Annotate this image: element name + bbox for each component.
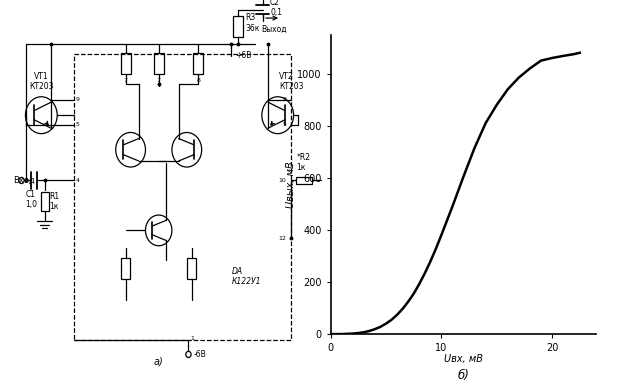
- Text: C2
0,1: C2 0,1: [270, 0, 282, 17]
- Text: 12: 12: [279, 235, 286, 241]
- Text: C1
1,0: C1 1,0: [25, 190, 36, 210]
- Bar: [121, 53, 130, 74]
- Text: 4: 4: [75, 178, 79, 183]
- Text: 9: 9: [75, 97, 79, 103]
- Text: R3
36к: R3 36к: [245, 13, 260, 33]
- Text: а): а): [154, 357, 164, 367]
- Text: VT2
КТ203: VT2 КТ203: [279, 71, 304, 91]
- Text: 8: 8: [197, 78, 200, 83]
- Bar: [296, 177, 313, 184]
- Text: VT1
КТ203: VT1 КТ203: [29, 71, 54, 91]
- Bar: [41, 192, 49, 211]
- Bar: [187, 258, 197, 280]
- Text: Выход: Выход: [261, 25, 287, 34]
- Bar: [121, 258, 130, 280]
- Text: -6В: -6В: [193, 350, 206, 359]
- Text: 5: 5: [75, 122, 79, 127]
- Bar: [154, 53, 164, 74]
- Bar: [233, 16, 243, 38]
- Text: 1: 1: [190, 336, 194, 341]
- Text: 7: 7: [124, 78, 128, 83]
- Text: *R2
1к: *R2 1к: [297, 152, 311, 172]
- Text: 9: 9: [282, 97, 286, 103]
- X-axis label: Uвх, мВ: Uвх, мВ: [444, 354, 483, 364]
- Text: б): б): [457, 369, 470, 382]
- Text: DA
К122У1: DA К122У1: [231, 267, 261, 286]
- Bar: [193, 53, 203, 74]
- Text: 5: 5: [282, 122, 286, 127]
- Y-axis label: Uвых, мВ: Uвых, мВ: [286, 161, 296, 208]
- Text: Вход: Вход: [13, 176, 35, 185]
- Text: 7: 7: [157, 78, 161, 83]
- Text: R1
1к: R1 1к: [49, 192, 60, 211]
- Bar: [74, 54, 291, 340]
- Text: +6В: +6В: [235, 51, 251, 60]
- Text: 10: 10: [279, 178, 286, 183]
